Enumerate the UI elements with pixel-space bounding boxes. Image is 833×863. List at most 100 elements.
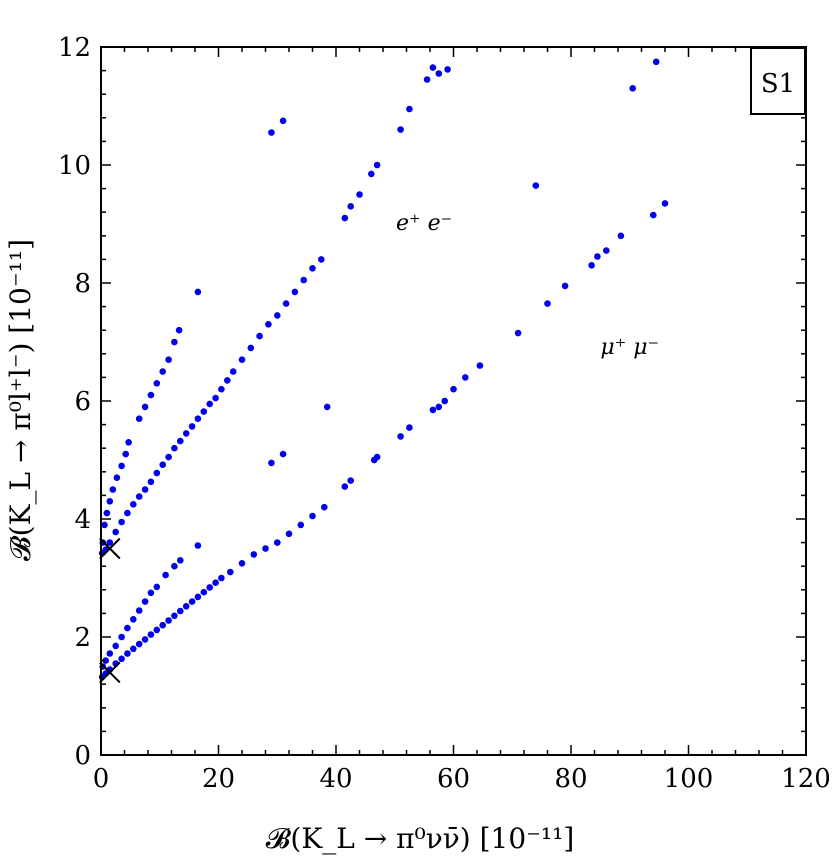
data-point-s3-31 xyxy=(341,483,349,490)
data-point-s3-49 xyxy=(617,232,625,240)
x-tick-label: 20 xyxy=(202,764,235,794)
y-tick-label: 8 xyxy=(74,269,91,299)
data-point-s0-13 xyxy=(159,368,166,375)
data-point-s1-35 xyxy=(347,203,355,210)
data-point-s3-34 xyxy=(373,453,381,461)
data-point-s3-15 xyxy=(182,603,190,610)
data-point-s3-11 xyxy=(159,621,166,629)
data-point-s1-37 xyxy=(368,170,375,178)
data-point-s1-46 xyxy=(279,117,287,125)
data-point-s3-10 xyxy=(153,626,161,634)
data-point-s0-16 xyxy=(175,326,183,334)
y-axis-label: 𝓑(K_L → π⁰l⁺l⁻) [10⁻¹¹] xyxy=(4,239,37,561)
data-point-s3-25 xyxy=(262,545,269,552)
data-point-s1-15 xyxy=(182,430,190,437)
data-point-s0-9 xyxy=(135,415,143,423)
data-point-s1-3 xyxy=(112,528,119,536)
data-point-s1-9 xyxy=(147,478,155,486)
data-point-s2-14 xyxy=(194,542,202,549)
data-point-s3-9 xyxy=(147,631,155,638)
data-point-s3-37 xyxy=(429,406,437,414)
y-tick-label: 4 xyxy=(74,505,91,535)
data-point-s3-30 xyxy=(321,503,328,511)
data-point-s2-5 xyxy=(124,624,131,632)
data-point-s1-29 xyxy=(282,300,290,307)
data-point-s1-8 xyxy=(141,486,149,493)
data-point-s2-11 xyxy=(162,571,169,579)
data-point-s3-7 xyxy=(135,640,143,648)
data-point-s3-21 xyxy=(218,574,225,582)
x-tick-label: 100 xyxy=(664,764,714,794)
data-point-s3-29 xyxy=(309,512,316,520)
data-point-s3-48 xyxy=(603,247,610,254)
sm-markers xyxy=(99,537,121,684)
data-point-s1-22 xyxy=(224,377,231,384)
data-point-s1-5 xyxy=(124,509,131,517)
sm-mumu-cross-marker xyxy=(99,661,121,684)
axis-ticks xyxy=(100,46,807,756)
data-point-s3-38 xyxy=(435,403,443,411)
data-point-s1-6 xyxy=(130,501,137,508)
data-point-s0-12 xyxy=(153,380,161,387)
data-point-s1-14 xyxy=(177,437,184,445)
data-point-s3-41 xyxy=(462,374,469,381)
data-point-s1-24 xyxy=(238,356,246,364)
data-point-s1-11 xyxy=(159,461,166,469)
data-point-s3-23 xyxy=(238,560,246,567)
data-point-s3-32 xyxy=(347,477,355,484)
y-tick-label: 2 xyxy=(74,623,91,653)
y-tick-label: 10 xyxy=(58,151,91,181)
data-point-s1-45 xyxy=(268,129,275,136)
data-point-s3-57 xyxy=(279,450,287,458)
data-point-s3-43 xyxy=(514,329,522,337)
data-point-s3-16 xyxy=(188,598,196,605)
x-axis-label: 𝓑(K_L → π⁰νν̄) [10⁻¹¹] xyxy=(266,822,575,855)
data-point-s1-19 xyxy=(206,400,213,408)
plot-frame xyxy=(100,46,807,756)
data-point-s3-39 xyxy=(441,397,449,405)
data-point-s1-34 xyxy=(341,214,349,222)
data-point-s1-31 xyxy=(300,276,308,284)
data-point-s1-26 xyxy=(256,332,263,340)
data-point-s0-4 xyxy=(109,486,117,493)
data-point-s3-24 xyxy=(250,551,258,558)
data-points xyxy=(98,58,789,681)
data-point-s1-32 xyxy=(309,265,316,272)
data-point-s0-2 xyxy=(103,509,111,517)
data-point-s3-6 xyxy=(130,645,137,653)
data-point-s3-20 xyxy=(212,579,219,586)
y-tick-label: 0 xyxy=(74,741,91,771)
y-tick-label: 6 xyxy=(74,387,91,417)
data-point-s1-10 xyxy=(153,469,161,477)
data-point-s3-27 xyxy=(285,530,293,538)
data-point-s0-11 xyxy=(147,391,155,399)
data-point-s3-26 xyxy=(274,539,281,546)
badge-label: S1 xyxy=(761,69,795,99)
data-point-s1-7 xyxy=(135,493,143,500)
data-point-s1-39 xyxy=(397,126,404,133)
x-tick-label: 40 xyxy=(319,764,352,794)
data-point-s2-7 xyxy=(135,607,143,614)
annotation-ee: e⁺ e⁻ xyxy=(396,211,452,236)
data-point-s3-28 xyxy=(297,521,305,529)
data-point-s3-36 xyxy=(406,424,413,431)
data-point-s3-46 xyxy=(588,262,595,269)
sm-ee-cross-marker xyxy=(99,537,121,560)
data-point-s1-40 xyxy=(406,105,413,113)
data-point-s3-5 xyxy=(124,650,131,657)
data-point-s2-4 xyxy=(118,633,125,641)
data-point-s1-36 xyxy=(356,191,363,198)
data-point-s3-44 xyxy=(544,300,551,307)
data-point-s0-6 xyxy=(118,462,125,470)
data-point-s2-9 xyxy=(147,589,155,597)
data-point-s1-12 xyxy=(165,453,172,461)
data-point-s1-2 xyxy=(106,539,114,546)
annotation-mumu: μ⁺ μ⁻ xyxy=(600,335,659,360)
data-point-s2-12 xyxy=(171,562,178,570)
data-point-s1-27 xyxy=(265,321,272,328)
data-point-s1-42 xyxy=(429,64,437,71)
data-point-s1-4 xyxy=(118,518,125,526)
data-point-s1-28 xyxy=(274,312,281,319)
data-point-s1-20 xyxy=(212,394,219,402)
